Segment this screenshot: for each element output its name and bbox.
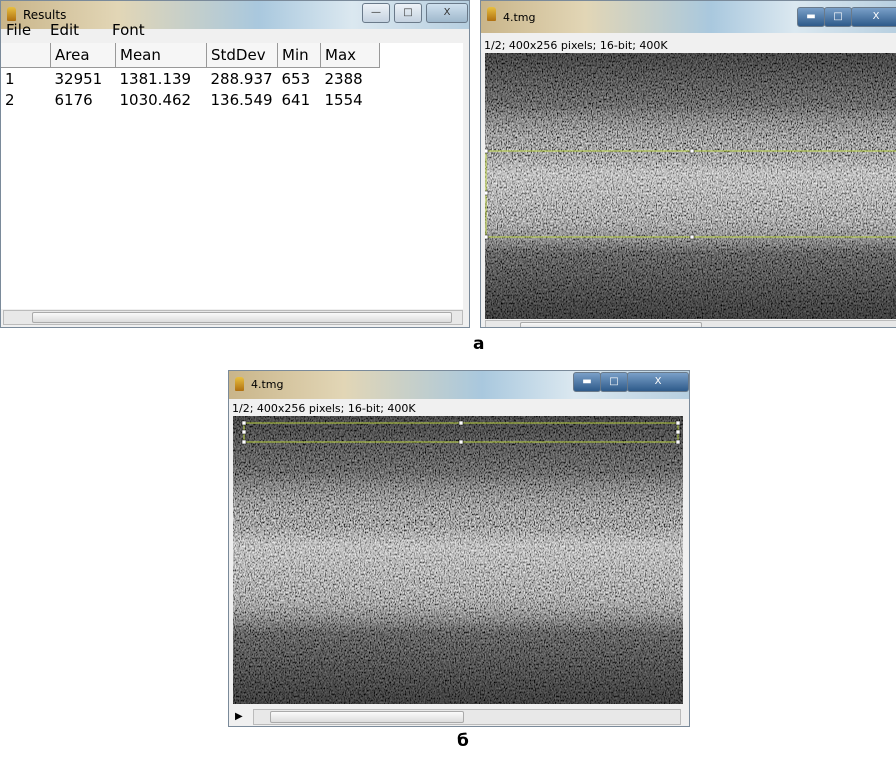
header-cell: Area bbox=[51, 43, 116, 68]
cell: 2388 bbox=[321, 68, 380, 90]
close-button[interactable]: X bbox=[426, 3, 468, 23]
minimize-button[interactable]: ▬ bbox=[797, 7, 825, 27]
maximize-button[interactable]: □ bbox=[600, 372, 628, 392]
close-button[interactable]: X bbox=[627, 372, 689, 392]
menu-item[interactable]: File bbox=[6, 21, 31, 39]
cell: 288.937 bbox=[207, 68, 278, 90]
cell: 1 bbox=[1, 68, 51, 90]
close-button[interactable]: X bbox=[851, 7, 896, 27]
window-title: Results bbox=[23, 8, 66, 22]
h-scrollbar[interactable] bbox=[485, 320, 896, 328]
scroll-thumb[interactable] bbox=[520, 322, 702, 328]
image-window: 4.tmg ▬ □ X 1/2; 400x256 pixels; 16-bit;… bbox=[480, 0, 896, 328]
image-canvas bbox=[233, 416, 683, 704]
panel-label: а bbox=[473, 334, 484, 354]
cell: 1030.462 bbox=[116, 89, 207, 110]
window-title: 4.tmg bbox=[251, 378, 284, 391]
results-window: Results — □ X File Edit Font Area Mean S… bbox=[0, 0, 470, 328]
cell: 1554 bbox=[321, 89, 380, 110]
image-info: 1/2; 400x256 pixels; 16-bit; 400K bbox=[232, 402, 416, 415]
app-icon bbox=[487, 7, 496, 21]
cell: 653 bbox=[278, 68, 321, 90]
image-shading bbox=[233, 416, 683, 704]
scroll-thumb[interactable] bbox=[270, 711, 464, 723]
image-shading bbox=[485, 53, 896, 319]
cell: 136.549 bbox=[207, 89, 278, 110]
table-area: Area Mean StdDev Min Max 1 32951 1381.13… bbox=[1, 43, 463, 309]
cell: 2 bbox=[1, 89, 51, 110]
menu-item[interactable]: Font bbox=[112, 21, 145, 39]
minimize-button[interactable]: — bbox=[362, 3, 390, 23]
h-scrollbar[interactable] bbox=[3, 310, 463, 325]
header-cell: Min bbox=[278, 43, 321, 68]
cell: 32951 bbox=[51, 68, 116, 90]
app-icon bbox=[235, 377, 244, 391]
header-cell: Max bbox=[321, 43, 380, 68]
image-info: 1/2; 400x256 pixels; 16-bit; 400K bbox=[484, 39, 668, 52]
maximize-button[interactable]: □ bbox=[394, 3, 422, 23]
page: {"results_window": {"title": "Results", … bbox=[0, 0, 896, 757]
header-cell bbox=[1, 43, 51, 68]
cell: 641 bbox=[278, 89, 321, 110]
image-window: 4.tmg ▬ □ X 1/2; 400x256 pixels; 16-bit;… bbox=[228, 370, 690, 727]
header-cell: StdDev bbox=[207, 43, 278, 68]
maximize-button[interactable]: □ bbox=[824, 7, 852, 27]
cell: 6176 bbox=[51, 89, 116, 110]
menu-item[interactable]: Edit bbox=[50, 21, 79, 39]
play-button[interactable]: ▶ bbox=[235, 711, 243, 722]
scroll-thumb[interactable] bbox=[32, 312, 452, 323]
screen: Results — □ X File Edit Font Area Mean S… bbox=[0, 0, 896, 757]
header-cell: Mean bbox=[116, 43, 207, 68]
results-table: Area Mean StdDev Min Max 1 32951 1381.13… bbox=[1, 43, 380, 110]
image-canvas bbox=[485, 53, 896, 319]
panel-label: б bbox=[457, 731, 469, 751]
table-row: 1 32951 1381.139 288.937 653 2388 bbox=[1, 68, 380, 90]
h-scrollbar[interactable] bbox=[253, 709, 681, 725]
app-icon bbox=[7, 7, 16, 21]
cell: 1381.139 bbox=[116, 68, 207, 90]
minimize-button[interactable]: ▬ bbox=[573, 372, 601, 392]
header-row: Area Mean StdDev Min Max bbox=[1, 43, 380, 68]
table-row: 2 6176 1030.462 136.549 641 1554 bbox=[1, 89, 380, 110]
window-title: 4.tmg bbox=[503, 11, 536, 24]
